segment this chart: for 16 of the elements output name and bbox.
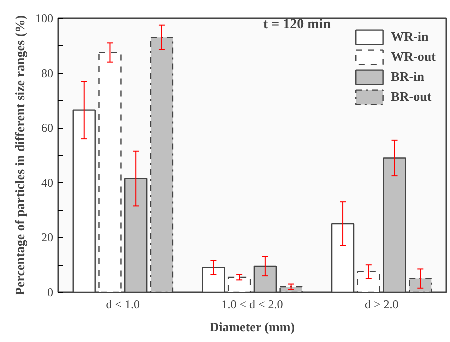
x-axis-title: Diameter (mm) [210,320,296,334]
x-tick-label: 1.0 < d < 2.0 [222,298,284,312]
legend-label: BR-out [391,88,432,106]
y-tick-label: 80 [42,66,54,80]
legend-label: WR-in [391,28,429,46]
y-axis-title: Percentage of particles in different size ranges (%) [12,15,28,296]
x-tick-label: d > 2.0 [364,298,399,312]
legend-label: WR-out [391,48,436,66]
y-tick-label: 40 [42,176,54,190]
y-tick-label: 60 [42,121,54,136]
y-tick-label: 20 [42,230,54,245]
legend-label: BR-in [391,68,424,86]
y-tick-label: 100 [36,12,54,26]
y-tick-label: 0 [48,286,54,300]
x-tick-label: d < 1.0 [106,298,140,312]
annotation: t = 120 min [264,18,332,32]
